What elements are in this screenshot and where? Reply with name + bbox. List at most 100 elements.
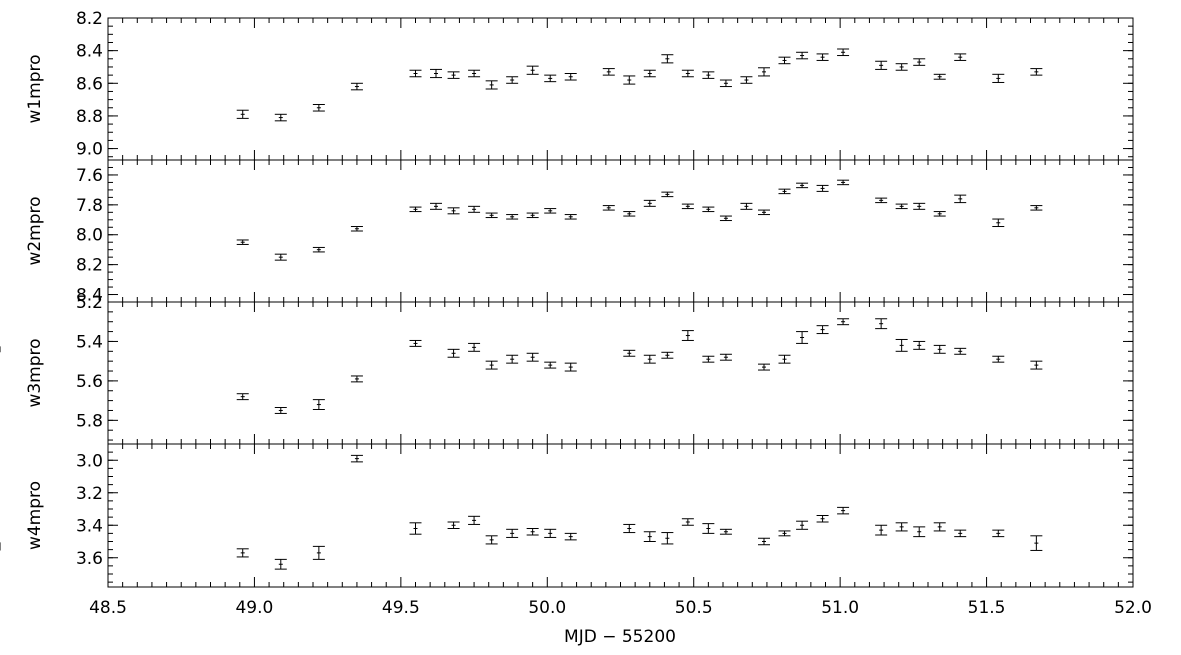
data-point <box>661 532 674 545</box>
y-tick-label: 8.0 <box>76 226 103 246</box>
data-point <box>350 82 363 91</box>
data-point <box>447 521 460 529</box>
data-point <box>661 54 674 64</box>
data-point <box>719 215 732 222</box>
data-point <box>409 69 422 78</box>
data-point <box>274 558 287 570</box>
data-point <box>778 354 791 364</box>
data-point <box>506 76 519 84</box>
data-point <box>796 331 809 344</box>
data-point <box>350 454 363 463</box>
y-tick-label: 8.6 <box>76 74 103 94</box>
data-point <box>564 214 577 220</box>
data-point <box>602 205 615 211</box>
data-point <box>913 202 926 210</box>
y-tick-label: 5.2 <box>76 293 103 313</box>
data-point <box>526 65 539 75</box>
data-point <box>702 523 715 534</box>
data-point <box>643 531 656 542</box>
data-point <box>895 522 908 532</box>
y-tick-label: 8.8 <box>76 107 103 127</box>
data-point <box>758 537 770 546</box>
data-point <box>778 188 791 195</box>
data-point <box>954 194 967 204</box>
y-axis-title: w2mpro <box>25 196 45 265</box>
data-point <box>681 203 694 210</box>
data-point <box>661 191 674 198</box>
data-point <box>274 113 287 122</box>
data-point <box>236 393 249 401</box>
data-point <box>506 528 519 538</box>
data-point <box>643 354 656 364</box>
data-point <box>312 399 325 410</box>
data-point <box>702 71 715 79</box>
data-point <box>623 75 636 85</box>
x-axis: 48.5 49.0 49.5 50.0 50.5 51.0 51.5 52.0 <box>89 598 1152 618</box>
x-tick-label: 51.5 <box>968 598 1006 618</box>
data-point <box>623 349 636 357</box>
y-tick-label: 7.6 <box>76 166 103 186</box>
data-point <box>312 545 325 560</box>
data-point <box>778 56 791 65</box>
data-point <box>816 184 829 192</box>
data-point <box>526 352 539 362</box>
data-point <box>409 206 422 213</box>
data-point <box>895 63 908 71</box>
data-point <box>544 528 557 538</box>
data-point <box>681 69 694 78</box>
data-point <box>992 73 1005 83</box>
data-point <box>875 60 888 70</box>
data-point <box>740 202 753 210</box>
data-point <box>312 104 325 112</box>
data-point <box>681 518 694 526</box>
data-point <box>236 548 249 558</box>
data-point <box>544 208 557 214</box>
panel-frame <box>107 17 1134 161</box>
data-point <box>485 212 498 219</box>
data-point <box>816 53 829 61</box>
data-point <box>875 197 888 204</box>
chart-panels: 8.2 8.4 8.6 8.8 9.0 w1mpro 7.6 7.8 8.0 8.2 8.4 w2mp… <box>0 9 1134 588</box>
y-tick-label: 9.0 <box>76 140 103 160</box>
data-point <box>236 109 249 119</box>
y-tick-label: 5.4 <box>76 332 103 352</box>
data-point <box>544 74 557 83</box>
data-point <box>740 76 753 84</box>
y-tick-label: 5.8 <box>76 411 103 431</box>
data-point <box>702 355 715 363</box>
panel-w3mpro: 5.2 5.4 5.6 5.8 w3mpro <box>0 293 1134 445</box>
data-point <box>992 218 1005 228</box>
data-point <box>913 526 926 538</box>
y-tick-label: 3.4 <box>76 516 103 536</box>
data-point <box>796 520 809 530</box>
data-point <box>430 68 442 79</box>
data-point <box>526 528 539 536</box>
data-point <box>564 72 577 81</box>
data-point <box>526 212 539 219</box>
data-point <box>933 211 946 217</box>
data-point <box>485 80 498 90</box>
data-point <box>485 535 498 545</box>
data-point <box>447 348 460 358</box>
data-point <box>350 375 363 383</box>
y-tick-label: 8.2 <box>76 256 103 276</box>
data-point <box>816 515 829 523</box>
y-tick-label: 8.4 <box>76 286 103 306</box>
y-axis-title: w4mpro <box>25 481 45 550</box>
data-point <box>468 205 481 213</box>
y-tick-label: 8.4 <box>76 42 103 62</box>
x-tick-label: 49.5 <box>382 598 420 618</box>
x-tick-label: 49.0 <box>235 598 273 618</box>
data-point <box>447 207 460 215</box>
data-point <box>1030 68 1043 76</box>
y-tick-label: 5.6 <box>76 372 103 392</box>
panel-w2mpro: 7.6 7.8 8.0 8.2 8.4 w2mpro <box>25 159 1134 306</box>
y-tick-label: 3.6 <box>76 549 103 569</box>
y-tick-label: 8.2 <box>76 9 103 29</box>
data-point <box>1030 535 1043 551</box>
data-point <box>643 199 656 207</box>
x-tick-label: 48.5 <box>89 598 127 618</box>
data-point <box>602 68 615 76</box>
data-point <box>564 362 577 372</box>
